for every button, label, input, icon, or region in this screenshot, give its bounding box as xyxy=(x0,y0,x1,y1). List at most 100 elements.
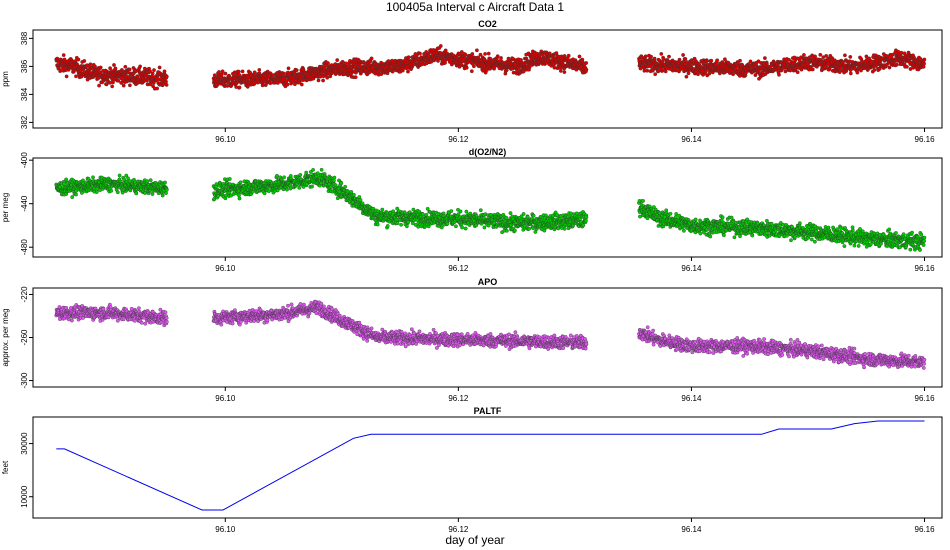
data-point xyxy=(508,211,513,215)
y-tick-label: 382 xyxy=(20,115,29,129)
data-point xyxy=(848,71,853,76)
data-point xyxy=(285,82,290,87)
data-point xyxy=(659,52,664,56)
data-point xyxy=(511,70,516,75)
data-point xyxy=(584,67,589,72)
data-point xyxy=(872,68,877,72)
data-point xyxy=(163,180,167,185)
data-point xyxy=(115,190,120,195)
data-point xyxy=(525,214,530,219)
data-point xyxy=(859,68,863,73)
data-point xyxy=(531,213,536,218)
data-point xyxy=(813,54,817,59)
x-tick-label: 96.10 xyxy=(215,135,236,144)
data-point xyxy=(707,71,712,76)
data-point xyxy=(304,170,309,175)
data-point xyxy=(64,74,69,79)
data-point xyxy=(220,69,225,74)
y-axis-label: per meg xyxy=(1,193,10,222)
data-point xyxy=(148,69,152,74)
data-point xyxy=(93,64,97,69)
data-point xyxy=(148,178,153,183)
data-point xyxy=(108,80,112,85)
x-tick-label: 96.10 xyxy=(215,264,236,273)
x-axis-label: day of year xyxy=(445,533,504,547)
data-point xyxy=(645,216,650,221)
data-point xyxy=(478,52,483,57)
panel-title: CO2 xyxy=(478,19,497,29)
data-point xyxy=(223,71,228,76)
data-point xyxy=(495,54,500,59)
data-point xyxy=(506,56,511,61)
data-point xyxy=(326,61,330,65)
data-point xyxy=(715,58,720,63)
data-point xyxy=(88,62,93,67)
data-point xyxy=(753,73,758,77)
data-point xyxy=(121,83,126,88)
data-point xyxy=(887,65,892,70)
series-CO2 xyxy=(54,44,927,91)
data-point xyxy=(395,221,400,226)
y-tick-label: 384 xyxy=(20,87,29,101)
data-point xyxy=(438,44,443,48)
data-point xyxy=(482,225,487,230)
data-point xyxy=(110,84,115,89)
data-point xyxy=(810,67,815,72)
data-point xyxy=(667,54,671,59)
data-point xyxy=(275,173,279,178)
data-point xyxy=(335,58,340,62)
data-point xyxy=(227,177,232,181)
data-point xyxy=(252,70,257,75)
data-point xyxy=(76,57,81,62)
data-point xyxy=(399,222,403,227)
data-point xyxy=(574,211,579,216)
data-point xyxy=(464,65,469,70)
data-point xyxy=(499,56,503,60)
data-point xyxy=(454,224,458,229)
data-point xyxy=(406,55,411,60)
data-point xyxy=(703,69,708,74)
data-point xyxy=(212,73,217,78)
data-point xyxy=(787,57,791,62)
data-point xyxy=(286,66,291,71)
data-point xyxy=(895,62,899,67)
data-point xyxy=(164,188,169,192)
data-point xyxy=(164,191,168,195)
data-point xyxy=(443,48,448,53)
data-point xyxy=(237,193,241,198)
data-point xyxy=(445,221,450,226)
data-point xyxy=(343,184,348,189)
data-point xyxy=(238,180,243,185)
data-point xyxy=(922,61,926,66)
data-point xyxy=(795,70,800,75)
data-point xyxy=(661,57,666,61)
data-point xyxy=(443,60,447,65)
x-tick-label: 96.16 xyxy=(915,135,936,144)
data-point xyxy=(439,225,444,230)
data-point xyxy=(406,220,411,224)
data-point xyxy=(562,226,567,231)
data-point xyxy=(420,212,425,217)
data-point xyxy=(720,60,725,64)
data-point xyxy=(339,181,344,185)
data-point xyxy=(134,191,139,196)
data-point xyxy=(369,56,374,61)
data-point xyxy=(328,74,333,79)
data-point xyxy=(310,184,314,189)
data-point xyxy=(463,226,468,231)
data-point xyxy=(237,196,242,201)
data-point xyxy=(843,53,847,58)
x-tick-label: 96.12 xyxy=(448,135,469,144)
data-point xyxy=(113,66,118,71)
x-tick-label: 96.14 xyxy=(681,264,702,273)
data-point xyxy=(285,187,289,192)
data-point xyxy=(282,175,286,180)
data-point xyxy=(98,65,103,70)
data-point xyxy=(731,72,735,77)
data-point xyxy=(96,76,100,81)
figure-title: 100405a Interval c Aircraft Data 1 xyxy=(386,0,564,14)
data-point xyxy=(240,69,245,74)
data-point xyxy=(464,209,469,214)
data-point xyxy=(293,82,297,87)
